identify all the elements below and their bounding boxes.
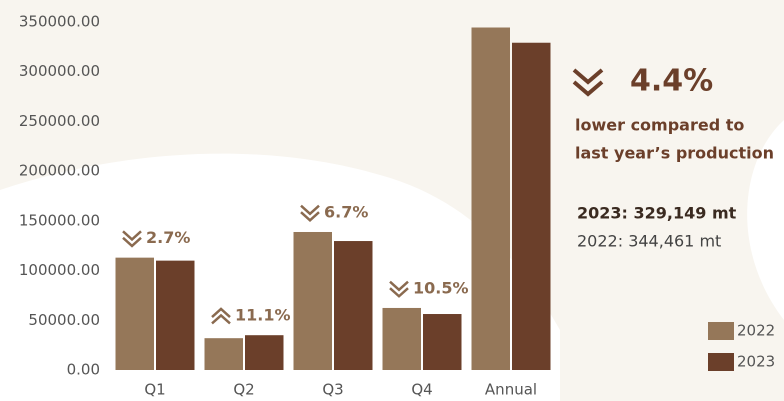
change-chevron xyxy=(389,280,409,298)
bar xyxy=(423,314,462,370)
bar xyxy=(382,307,421,370)
summary-change: 4.4% xyxy=(630,64,713,99)
bar xyxy=(115,257,154,370)
change-label: 11.1% xyxy=(235,306,291,325)
x-tick-label: Q4 xyxy=(411,381,432,399)
change-label: 2.7% xyxy=(146,228,190,247)
bar xyxy=(156,260,195,370)
change-label: 6.7% xyxy=(324,202,368,221)
change-chevron xyxy=(211,307,231,325)
y-tick-label: 0.00 xyxy=(67,361,100,379)
summary-current: 2023: 329,149 mt xyxy=(577,204,737,223)
y-tick-label: 200000.00 xyxy=(19,162,100,180)
change-chevron xyxy=(300,204,320,222)
summary-chevron xyxy=(572,68,604,97)
background-shape xyxy=(747,120,784,320)
bar xyxy=(293,231,332,370)
summary-previous: 2022: 344,461 mt xyxy=(577,232,721,251)
x-tick-label: Q1 xyxy=(144,381,165,399)
change-chevron xyxy=(122,230,142,248)
summary-note: lower compared to xyxy=(575,116,744,135)
legend-swatch xyxy=(708,353,734,371)
bar xyxy=(334,241,373,370)
y-tick-label: 350000.00 xyxy=(19,13,100,31)
bar xyxy=(245,335,284,370)
y-tick-label: 100000.00 xyxy=(19,261,100,279)
x-tick-label: Q2 xyxy=(233,381,254,399)
x-tick-label: Q3 xyxy=(322,381,343,399)
bar xyxy=(204,338,243,370)
legend-swatch xyxy=(708,322,734,340)
y-tick-label: 150000.00 xyxy=(19,211,100,229)
y-tick-label: 50000.00 xyxy=(28,311,100,329)
y-tick-label: 300000.00 xyxy=(19,62,100,80)
bar xyxy=(512,42,551,371)
x-tick-label: Annual xyxy=(485,381,537,399)
bar xyxy=(471,27,510,370)
legend-label: 2023 xyxy=(737,353,775,371)
summary-note: last year’s production xyxy=(575,144,774,163)
legend-label: 2022 xyxy=(737,322,775,340)
y-tick-label: 250000.00 xyxy=(19,112,100,130)
change-label: 10.5% xyxy=(413,278,469,297)
